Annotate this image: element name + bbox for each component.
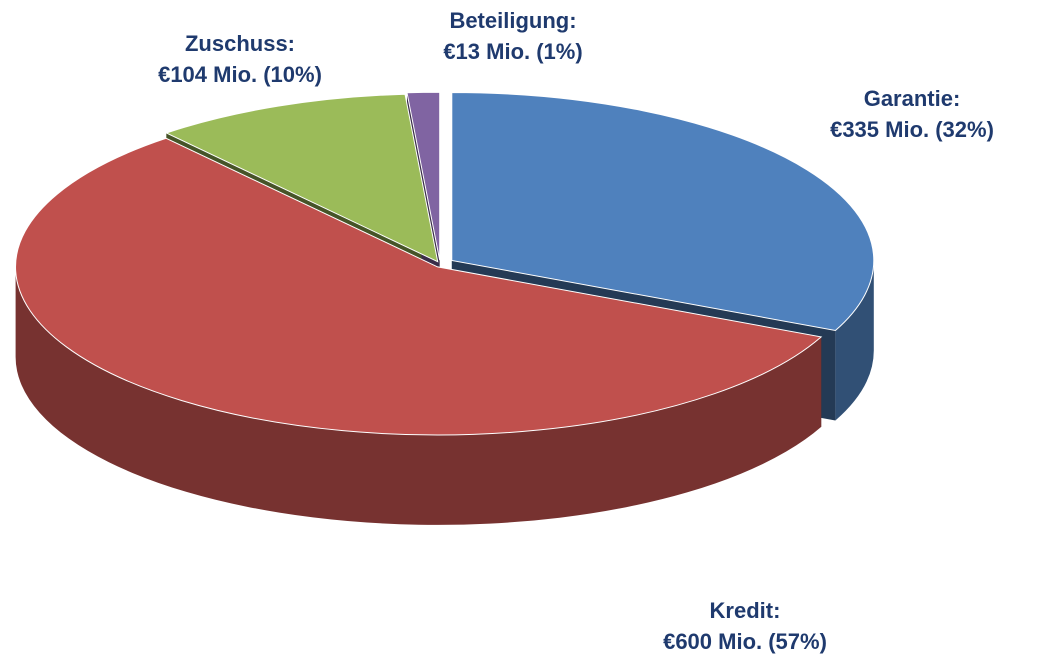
slice-label: Garantie: [864,86,961,111]
slice [451,91,875,332]
slice-label: Beteiligung: [449,8,576,33]
slice-wall [835,260,874,421]
value-label: €335 Mio. (32%) [830,117,994,142]
value-label: €104 Mio. (10%) [158,62,322,87]
slice [15,137,823,436]
slice [406,91,441,261]
slice-label: Kredit: [710,598,781,623]
slice-label: Zuschuss: [185,31,295,56]
slice-wall [15,266,822,525]
value-label: €600 Mio. (57%) [663,629,827,654]
slice [164,93,439,263]
value-label: €13 Mio. (1%) [443,39,582,64]
